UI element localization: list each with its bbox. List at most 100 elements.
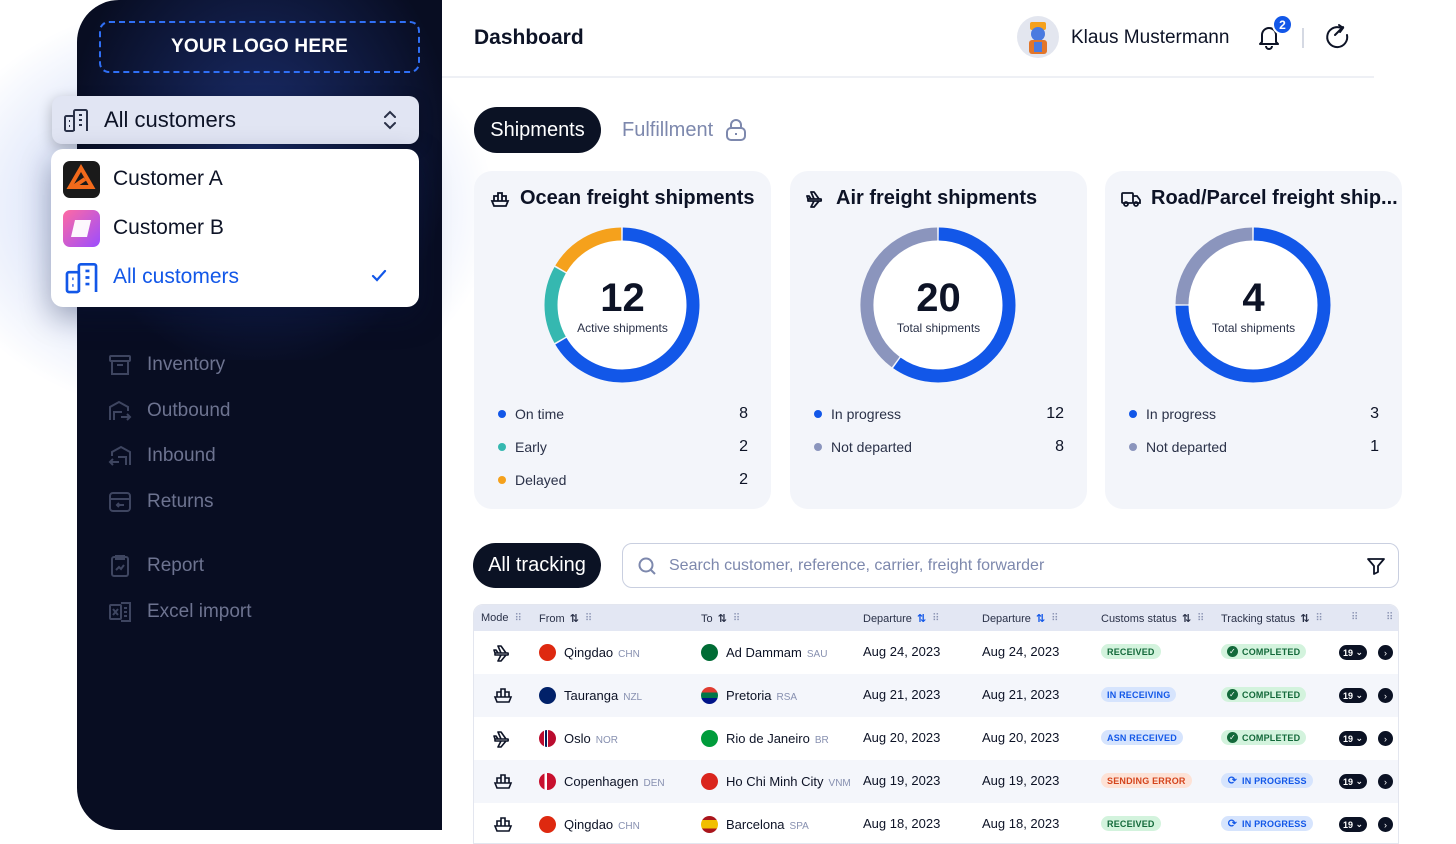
flag-icon bbox=[539, 816, 556, 833]
filter-icon[interactable] bbox=[1366, 556, 1386, 576]
departure-cell: Aug 20, 2023 bbox=[863, 730, 941, 745]
tracking-status-badge: ✓ COMPLETED bbox=[1221, 687, 1307, 702]
header-divider bbox=[1302, 28, 1304, 48]
flag-icon bbox=[539, 730, 556, 747]
flag-icon bbox=[701, 687, 718, 704]
chevron-right-icon[interactable]: › bbox=[1378, 645, 1393, 660]
excel-icon bbox=[109, 602, 131, 622]
to-cell: Barcelona SPA bbox=[701, 816, 809, 833]
column-tracking-status[interactable]: Tracking status ⇅ ⠿ bbox=[1221, 612, 1323, 626]
dropdown-item-all-customers[interactable]: All customers bbox=[63, 257, 407, 297]
returns-icon bbox=[109, 492, 131, 512]
customer-a-logo bbox=[63, 160, 100, 198]
to-cell: Ho Chi Minh City VNM bbox=[701, 773, 851, 790]
nav-item-inventory[interactable]: Inventory bbox=[107, 352, 225, 378]
card-caption: Active shipments bbox=[577, 321, 668, 335]
departure-cell: Aug 18, 2023 bbox=[982, 816, 1060, 831]
departure-cell: Aug 19, 2023 bbox=[982, 773, 1060, 788]
mode-cell bbox=[493, 729, 513, 754]
nav-item-report[interactable]: Report bbox=[107, 553, 204, 579]
table-row[interactable]: Copenhagen DEN Ho Chi Minh City VNM Aug 19… bbox=[474, 760, 1398, 803]
column-mode[interactable]: Mode ⠿ bbox=[481, 612, 522, 624]
table-row[interactable]: Qingdao CHN Ad Dammam SAU Aug 24, 2023 Aug… bbox=[474, 631, 1398, 674]
tracking-status-badge: ⟳ IN PROGRESS bbox=[1221, 816, 1313, 831]
mode-cell bbox=[493, 643, 513, 668]
departure-cell: Aug 24, 2023 bbox=[982, 644, 1060, 659]
count-dropdown[interactable]: 19 ⌄ bbox=[1339, 688, 1367, 703]
legend-early: Early 2 bbox=[498, 438, 748, 456]
chevron-right-icon[interactable]: › bbox=[1378, 817, 1393, 832]
ship-icon bbox=[493, 688, 513, 703]
card-air-freight[interactable]: Air freight shipments 20 Total shipments… bbox=[790, 171, 1087, 509]
nav-item-label: Inbound bbox=[147, 445, 216, 466]
nav-item-inbound[interactable]: Inbound bbox=[107, 443, 216, 469]
chevron-up-down-icon bbox=[384, 110, 396, 130]
outbound-icon bbox=[109, 400, 132, 421]
lock-icon bbox=[726, 119, 747, 141]
avatar[interactable] bbox=[1017, 16, 1059, 58]
nav-item-excel-import[interactable]: Excel import bbox=[107, 599, 252, 625]
departure-cell: Aug 24, 2023 bbox=[863, 644, 941, 659]
from-cell: Tauranga NZL bbox=[539, 687, 642, 704]
card-caption: Total shipments bbox=[1211, 321, 1296, 335]
customer-selector-label: All customers bbox=[104, 107, 237, 132]
nav-item-returns[interactable]: Returns bbox=[107, 489, 214, 515]
donut-segment-delayed bbox=[555, 227, 622, 273]
dropdown-item-customer-a[interactable]: Customer A bbox=[63, 159, 407, 199]
customs-status-badge: RECEIVED bbox=[1101, 644, 1161, 659]
donut-segment-in-progress bbox=[1175, 227, 1331, 383]
column-departure-2[interactable]: Departure ⇅ ⠿ bbox=[982, 612, 1059, 626]
column-to[interactable]: To ⇅ ⠿ bbox=[701, 612, 740, 626]
customs-status-badge: RECEIVED bbox=[1101, 816, 1161, 831]
column-extra-2[interactable]: ⠿ bbox=[1386, 612, 1393, 623]
tab-fulfillment-label: Fulfillment bbox=[622, 118, 714, 141]
page-title: Dashboard bbox=[474, 26, 584, 49]
count-dropdown[interactable]: 19 ⌄ bbox=[1339, 731, 1367, 746]
chevron-right-icon[interactable]: › bbox=[1378, 731, 1393, 746]
table-row[interactable]: Oslo NOR Rio de Janeiro BR Aug 20, 2023 Au… bbox=[474, 717, 1398, 760]
nav-item-outbound[interactable]: Outbound bbox=[107, 398, 230, 424]
table-row[interactable]: Tauranga NZL Pretoria RSA Aug 21, 2023 Aug… bbox=[474, 674, 1398, 717]
customer-selector[interactable]: All customers bbox=[52, 96, 419, 144]
card-ocean-freight[interactable]: Ocean freight shipments 12 Active shipme… bbox=[474, 171, 771, 509]
search-box[interactable]: Search customer, reference, carrier, fre… bbox=[622, 543, 1399, 588]
count-dropdown[interactable]: 19 ⌄ bbox=[1339, 774, 1367, 789]
dropdown-item-label: Customer A bbox=[113, 167, 223, 190]
donut-chart-ocean bbox=[544, 227, 700, 383]
card-road-freight[interactable]: Road/Parcel freight ship... 4 Total ship… bbox=[1105, 171, 1402, 509]
search-input[interactable]: Search customer, reference, carrier, fre… bbox=[669, 556, 1045, 574]
tracking-table: Mode ⠿ From ⇅ ⠿ To ⇅ ⠿ Departure ⇅ ⠿ Departure ⇅… bbox=[473, 604, 1399, 844]
refresh-icon[interactable] bbox=[1322, 22, 1352, 52]
card-title: Road/Parcel freight ship... bbox=[1121, 187, 1398, 210]
donut-chart-road bbox=[1175, 227, 1331, 383]
table-row[interactable]: Qingdao CHN Barcelona SPA Aug 18, 2023 Aug… bbox=[474, 803, 1398, 843]
tab-all-tracking[interactable]: All tracking bbox=[473, 543, 601, 588]
card-caption: Total shipments bbox=[896, 321, 981, 335]
count-dropdown[interactable]: 19 ⌄ bbox=[1339, 645, 1367, 660]
chevron-right-icon[interactable]: › bbox=[1378, 688, 1393, 703]
tab-shipments[interactable]: Shipments bbox=[474, 107, 601, 153]
buildings-icon bbox=[65, 262, 98, 293]
dropdown-item-label: Customer B bbox=[113, 216, 224, 239]
dropdown-item-customer-b[interactable]: Customer B bbox=[63, 208, 407, 248]
tab-fulfillment[interactable]: Fulfillment bbox=[622, 118, 747, 142]
plane-icon bbox=[493, 731, 509, 748]
departure-cell: Aug 20, 2023 bbox=[982, 730, 1060, 745]
legend-not-departed: Not departed 1 bbox=[1129, 438, 1379, 456]
column-from[interactable]: From ⇅ ⠿ bbox=[539, 612, 592, 626]
buildings-icon bbox=[64, 109, 88, 132]
check-circle-icon: ✓ bbox=[1227, 689, 1238, 700]
ship-icon bbox=[490, 191, 510, 207]
column-customs-status[interactable]: Customs status ⇅ ⠿ bbox=[1101, 612, 1204, 626]
card-total: 4 bbox=[1242, 276, 1265, 320]
ship-icon bbox=[493, 817, 513, 832]
column-departure-1[interactable]: Departure ⇅ ⠿ bbox=[863, 612, 940, 626]
user-name[interactable]: Klaus Mustermann bbox=[1071, 27, 1230, 48]
legend-in-progress: In progress 12 bbox=[814, 405, 1064, 423]
departure-cell: Aug 21, 2023 bbox=[863, 687, 941, 702]
check-circle-icon: ✓ bbox=[1227, 732, 1238, 743]
chevron-right-icon[interactable]: › bbox=[1378, 774, 1393, 789]
count-dropdown[interactable]: 19 ⌄ bbox=[1339, 817, 1367, 832]
column-extra[interactable]: ⠿ bbox=[1351, 612, 1358, 623]
nav-item-label: Excel import bbox=[147, 601, 252, 622]
